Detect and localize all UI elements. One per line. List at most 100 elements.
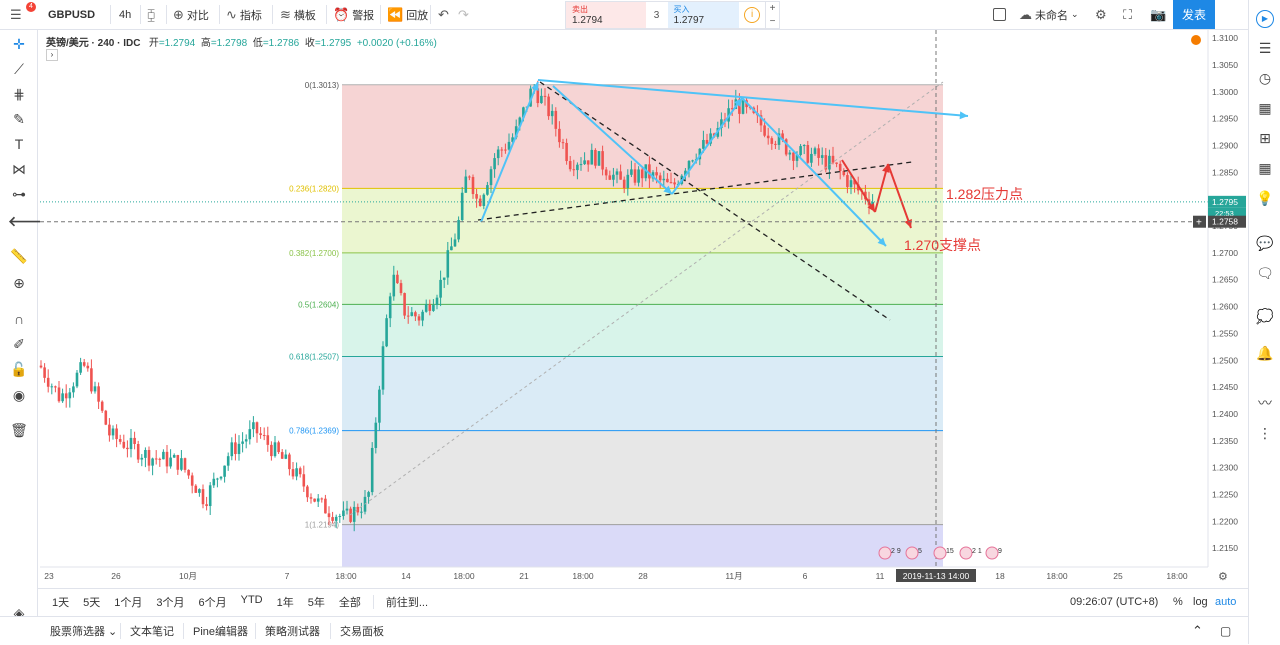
range-button-4[interactable]: 6个月 [198,596,227,609]
sell-button[interactable]: 卖出 1.2794 [566,2,646,28]
candle-55 [237,443,241,455]
play-circle-icon[interactable]: ▶ [1254,8,1276,28]
percent-toggle[interactable]: % [1173,595,1183,608]
streams-icon[interactable]: 💭 [1256,308,1274,324]
quantity-stepper[interactable]: + − [765,2,779,28]
messages-icon[interactable]: 🗨 [1256,265,1274,281]
candle-194 [738,99,741,114]
candle-40 [183,458,187,470]
order-panel-icon[interactable]: ⋮ [1258,425,1272,441]
tab-3[interactable]: 策略测试器 [265,626,320,638]
compare-button[interactable]: ⊕ 对比 [173,0,209,29]
interval-button[interactable]: 4h [119,8,132,21]
alerts-clock-icon[interactable]: ◷ [1258,70,1272,86]
brush-icon[interactable]: ✎ [13,111,25,127]
candle-60 [255,422,259,434]
watchlist-icon[interactable]: ☰ [1258,40,1272,56]
crosshair-price-tag [1208,215,1246,228]
publish-button[interactable]: 发表 [1173,0,1215,29]
pattern-icon[interactable]: ⋈ [12,161,26,177]
candle-150 [579,164,583,166]
layers-icon[interactable]: ◈ [13,605,25,621]
alert-button[interactable]: ⏰ 警报 [333,0,374,29]
candle-74 [306,486,309,498]
blue-resistance-arrow [537,79,969,117]
wave-icon[interactable]: 〰 [1258,395,1272,411]
settings-button[interactable]: ⚙ [1095,0,1107,29]
goto-date-button[interactable]: 前往到... [385,596,429,609]
dashed-down-line [539,81,891,321]
ideas-icon[interactable]: 💡 [1256,190,1274,206]
range-button-1[interactable]: 5天 [83,596,101,609]
range-button-8[interactable]: 全部 [338,596,361,609]
last-price-tag [1208,195,1246,208]
bell-icon[interactable]: 🔔 [1256,345,1274,361]
crosshair-icon[interactable]: ✛ [13,36,25,52]
candle-128 [500,149,504,151]
eye-icon[interactable]: ◉ [12,387,26,403]
range-button-0[interactable]: 1天 [52,596,70,609]
redo-button[interactable]: ↷ [458,0,469,29]
legend-low-label: 低 [252,38,263,49]
ruler-icon[interactable]: 📏 [10,248,28,264]
candle-69 [288,454,291,470]
range-button-3[interactable]: 3个月 [156,596,185,609]
tab-1[interactable]: 文本笔记 [130,626,174,638]
log-toggle[interactable]: log [1193,595,1208,608]
auto-toggle[interactable]: auto [1215,595,1237,608]
trendline-icon[interactable]: ⟋ [14,61,24,77]
chart-type-button[interactable]: ⧮ [147,0,155,29]
templates-icon: ≋ [280,6,291,22]
menu-button[interactable]: ☰ [10,0,22,29]
trash-icon[interactable]: 🗑 [10,422,28,438]
legend-collapse-button[interactable]: › [46,49,58,61]
candle-41 [187,469,190,476]
tab-0[interactable]: 股票筛选器 ⌄ [50,626,118,638]
zoom-in-icon[interactable]: ⊕ [13,275,25,291]
prediction-icon[interactable]: ⊶ [12,186,26,202]
hotlist-icon[interactable]: ⊞ [1259,130,1271,146]
candle-102 [406,315,410,317]
fullscreen-button[interactable]: ⛶ [1123,0,1132,29]
candle-195 [741,100,745,114]
snapshot-button[interactable]: 📷 [1150,0,1166,29]
indicators-button[interactable]: ∿ 指标 [226,0,262,29]
candle-11 [79,362,82,373]
candle-13 [86,365,90,369]
replay-button[interactable]: ⏪ 回放 [387,0,428,29]
candle-211 [799,146,802,156]
y-tick-11: 1.2550 [1212,328,1238,338]
text-tool-icon[interactable]: T [14,136,24,152]
lock-icon[interactable]: 🔓 [10,361,28,377]
status-dot[interactable] [1191,35,1201,45]
stay-drawing-icon[interactable]: ✐ [13,336,25,352]
candle-66 [277,442,280,453]
tab-4[interactable]: 交易面板 [340,626,384,638]
magnet-icon[interactable]: ∩ [13,311,25,327]
undo-button[interactable]: ↶ [438,0,449,29]
layout-name-button[interactable]: ☁ 未命名 ⌄ [1019,0,1079,29]
trade-info-button[interactable]: i [739,2,765,28]
fib-tools-icon[interactable]: ⋕ [13,86,25,102]
range-button-6[interactable]: 1年 [276,596,294,609]
range-button-5[interactable]: YTD [240,593,263,606]
symbol-search[interactable]: GBPUSD [48,8,96,21]
range-button-2[interactable]: 1个月 [114,596,143,609]
range-button-7[interactable]: 5年 [307,596,325,609]
collapse-panel-button[interactable]: ⌃ [1192,617,1203,645]
tab-2[interactable]: Pine编辑器 [193,626,249,638]
calendar-icon[interactable]: ▦ [1258,160,1272,176]
data-window-icon[interactable]: ▦ [1258,100,1272,116]
maximize-panel-button[interactable]: ▢ [1220,617,1231,645]
candle-98 [392,274,396,297]
y-tick-12: 1.2500 [1212,355,1238,365]
candle-7 [64,393,68,399]
back-arrow-icon[interactable]: 🡐 [8,213,46,229]
layout-toggle[interactable] [993,0,1006,29]
chat-icon[interactable]: 💬 [1256,235,1274,251]
candle-197 [748,107,752,109]
candle-177 [676,183,680,185]
templates-button[interactable]: ≋ 横板 [280,0,316,29]
buy-button[interactable]: 买入 1.2797 [667,2,740,28]
